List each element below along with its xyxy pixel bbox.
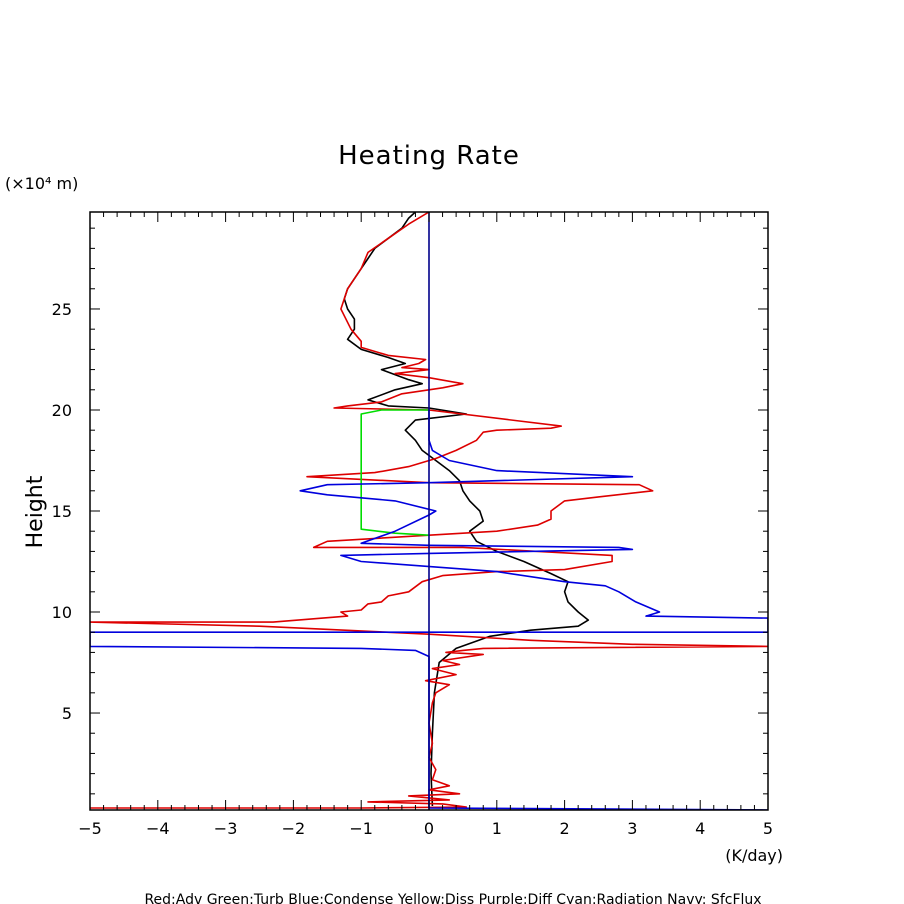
plot-frame [89,211,769,811]
y-tick-label: 5 [62,704,72,723]
y-unit-label: (×10⁴ m) [5,174,78,193]
y-tick-label: 15 [52,502,72,521]
x-tick-label: 3 [627,819,637,838]
x-tick-label: −3 [214,819,238,838]
x-tick-label: −1 [349,819,373,838]
y-tick-label: 10 [52,603,72,622]
x-tick-label: 4 [695,819,705,838]
axis-ticks: −5 −4 −3 −2 −1 0 1 2 3 4 5 5 10 15 20 25 [52,212,773,838]
legend-footer: Red:Adv Green:Turb Blue:Condense Yellow:… [144,892,761,904]
x-tick-label: −2 [282,819,306,838]
series-line-0 [343,212,590,807]
x-tick-label: −4 [146,819,170,838]
x-unit-label: (K/day) [725,846,783,865]
chart-title: Heating Rate [338,141,520,171]
y-tick-label: 25 [52,300,72,319]
x-tick-label: 2 [560,819,570,838]
x-tick-label: 5 [763,819,773,838]
y-axis-title: Height [23,475,48,548]
series-line-3 [90,410,768,810]
x-tick-label: −5 [78,819,102,838]
x-tick-label: 1 [492,819,502,838]
x-tick-label: 0 [424,819,434,838]
y-tick-label: 20 [52,401,72,420]
series-line-1 [90,212,768,809]
series-line-2 [360,409,430,536]
